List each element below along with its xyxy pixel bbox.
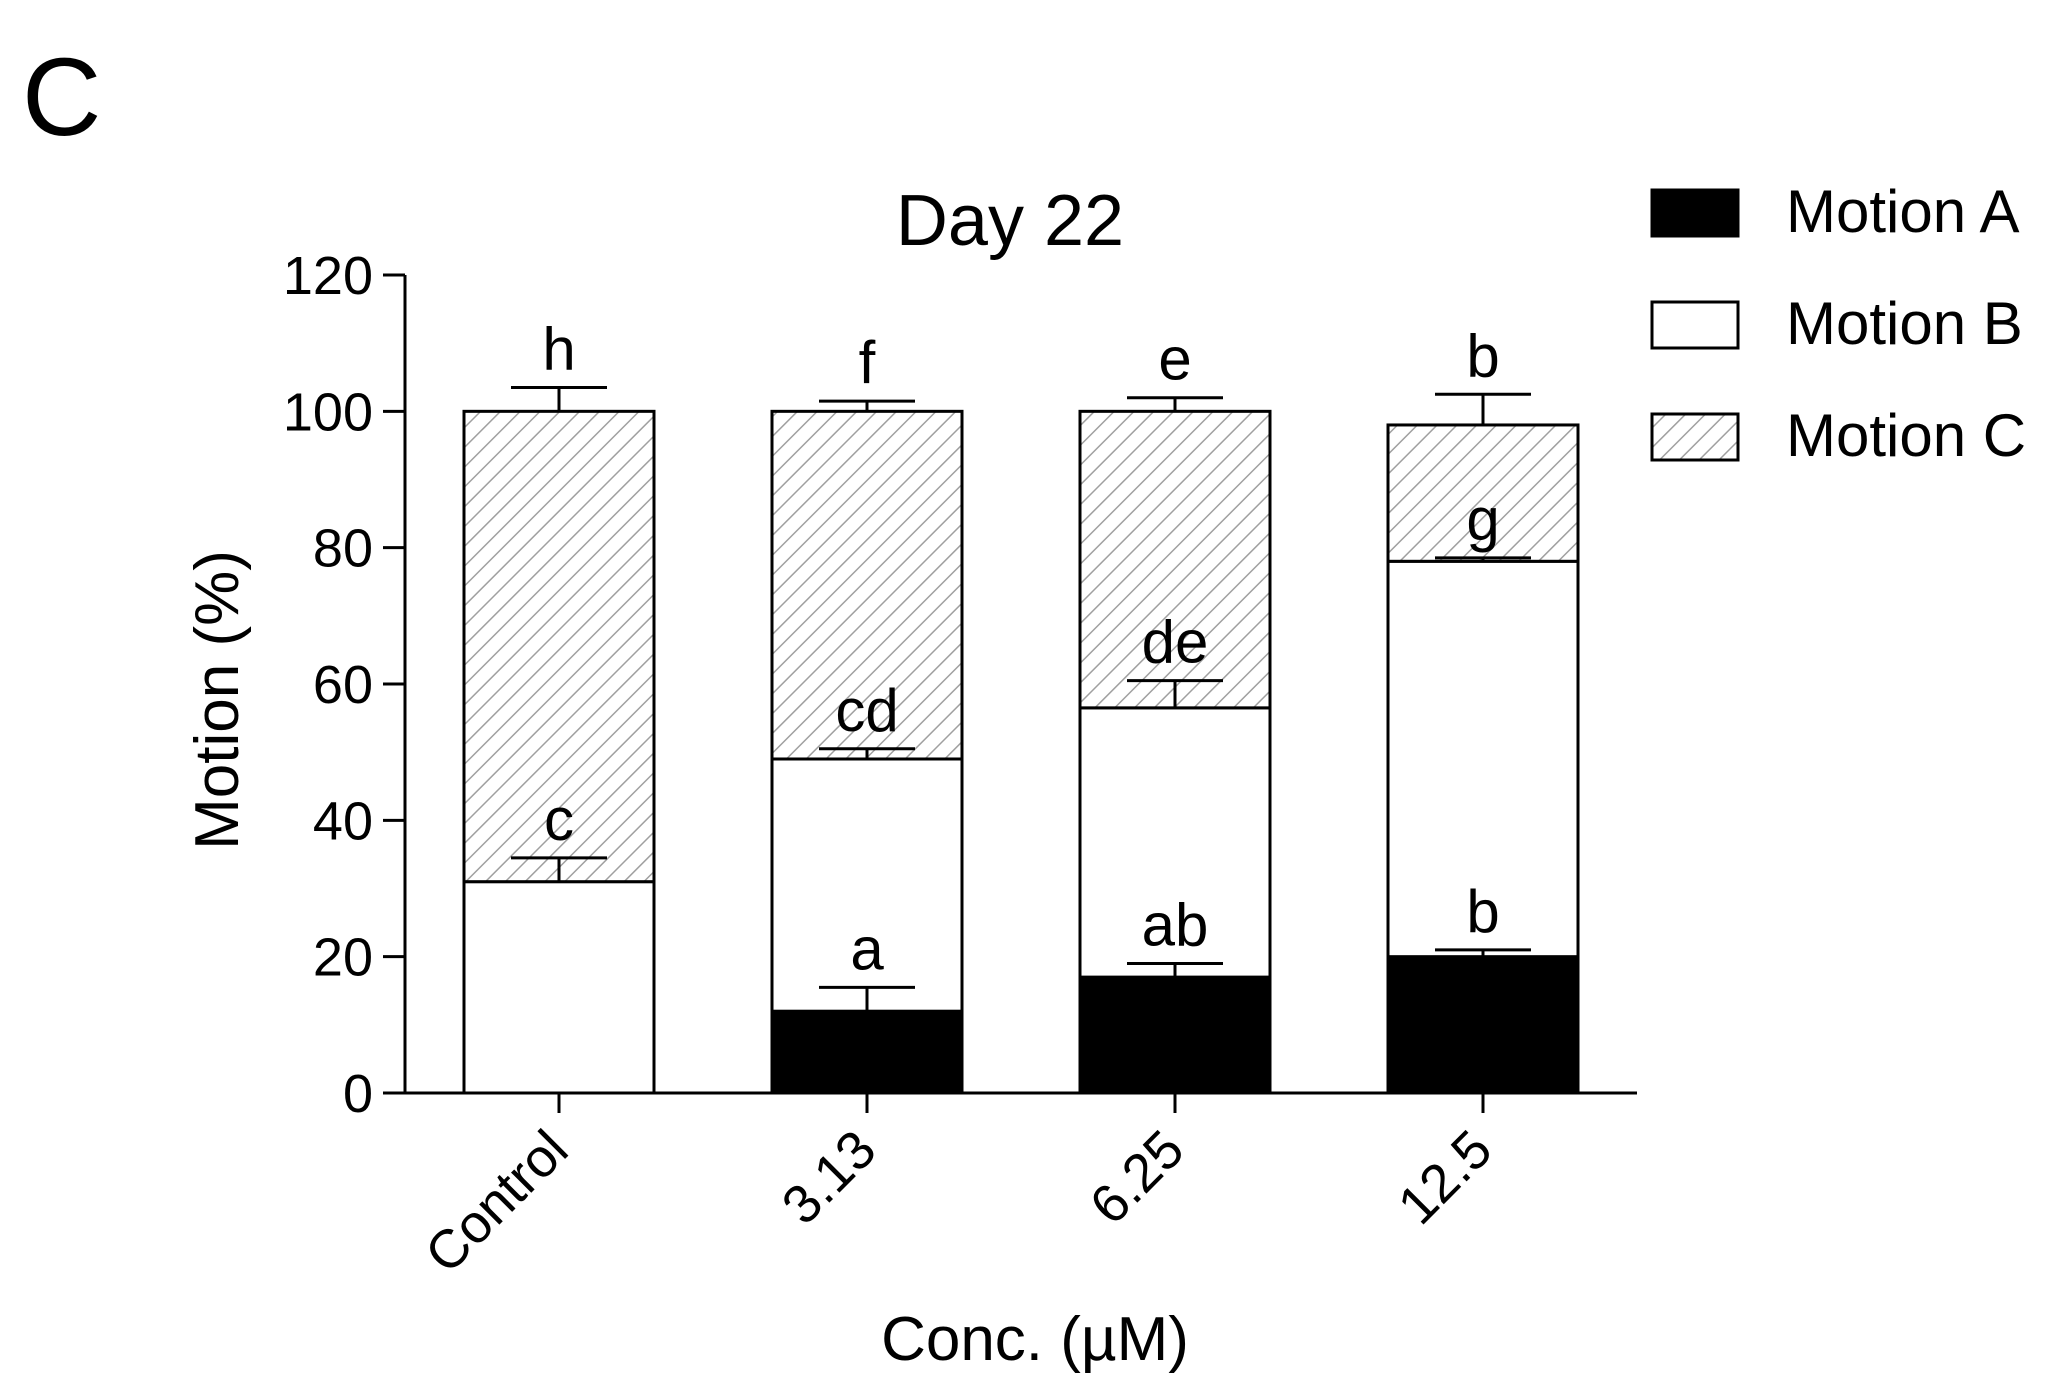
y-axis-label: Motion (%) bbox=[183, 550, 252, 850]
y-axis-ticks: 0 20 40 60 80 100 120 bbox=[283, 246, 405, 1124]
bar-segment bbox=[462, 880, 656, 1095]
x-tick-label: 3.13 bbox=[771, 1119, 888, 1236]
bar-segment bbox=[1386, 559, 1580, 959]
legend-swatch bbox=[1650, 188, 1740, 238]
x-tick-label: 12.5 bbox=[1387, 1119, 1504, 1236]
legend-label: Motion A bbox=[1786, 178, 2019, 245]
significance-label: e bbox=[1158, 326, 1191, 393]
legend-swatch bbox=[1650, 300, 1740, 350]
y-tick-label: 0 bbox=[343, 1064, 373, 1124]
y-tick-label: 20 bbox=[313, 928, 373, 988]
legend-label: Motion B bbox=[1786, 290, 2023, 357]
x-axis-label: Conc. (µM) bbox=[881, 1305, 1189, 1374]
y-tick-label: 120 bbox=[283, 246, 373, 306]
bar-segment bbox=[1386, 955, 1580, 1095]
significance-labels: c h a cd f ab de e b g b bbox=[542, 315, 1499, 982]
legend: Motion A Motion B Motion C bbox=[1650, 178, 2026, 469]
significance-label: c bbox=[544, 786, 574, 853]
bar-segment bbox=[1078, 706, 1272, 979]
significance-label: b bbox=[1466, 878, 1499, 945]
bar-segment bbox=[770, 409, 964, 761]
x-axis-ticks: Control 3.13 6.25 12.5 bbox=[414, 1093, 1504, 1285]
significance-label: ab bbox=[1142, 891, 1209, 958]
error-bars bbox=[511, 385, 1531, 1012]
significance-label: h bbox=[542, 315, 575, 382]
significance-label: b bbox=[1466, 322, 1499, 389]
y-tick-label: 100 bbox=[283, 382, 373, 442]
significance-label: a bbox=[850, 915, 884, 982]
bar-segment bbox=[1386, 423, 1580, 563]
y-tick-label: 40 bbox=[313, 791, 373, 851]
x-tick-label: Control bbox=[414, 1119, 580, 1285]
chart-title: Day 22 bbox=[896, 181, 1124, 261]
legend-swatch bbox=[1650, 412, 1740, 462]
significance-label: g bbox=[1466, 486, 1499, 553]
y-tick-label: 60 bbox=[313, 655, 373, 715]
panel-label: C bbox=[22, 36, 101, 159]
y-tick-label: 80 bbox=[313, 519, 373, 579]
bar-segment bbox=[770, 1009, 964, 1095]
significance-label: cd bbox=[835, 677, 898, 744]
bar-segment bbox=[770, 757, 964, 1013]
significance-label: de bbox=[1142, 609, 1209, 676]
x-tick-label: 6.25 bbox=[1079, 1119, 1196, 1236]
bar-segment bbox=[1078, 975, 1272, 1095]
bars bbox=[462, 409, 1580, 1095]
significance-label: f bbox=[859, 329, 876, 396]
bar-segment bbox=[1078, 409, 1272, 710]
legend-label: Motion C bbox=[1786, 402, 2026, 469]
